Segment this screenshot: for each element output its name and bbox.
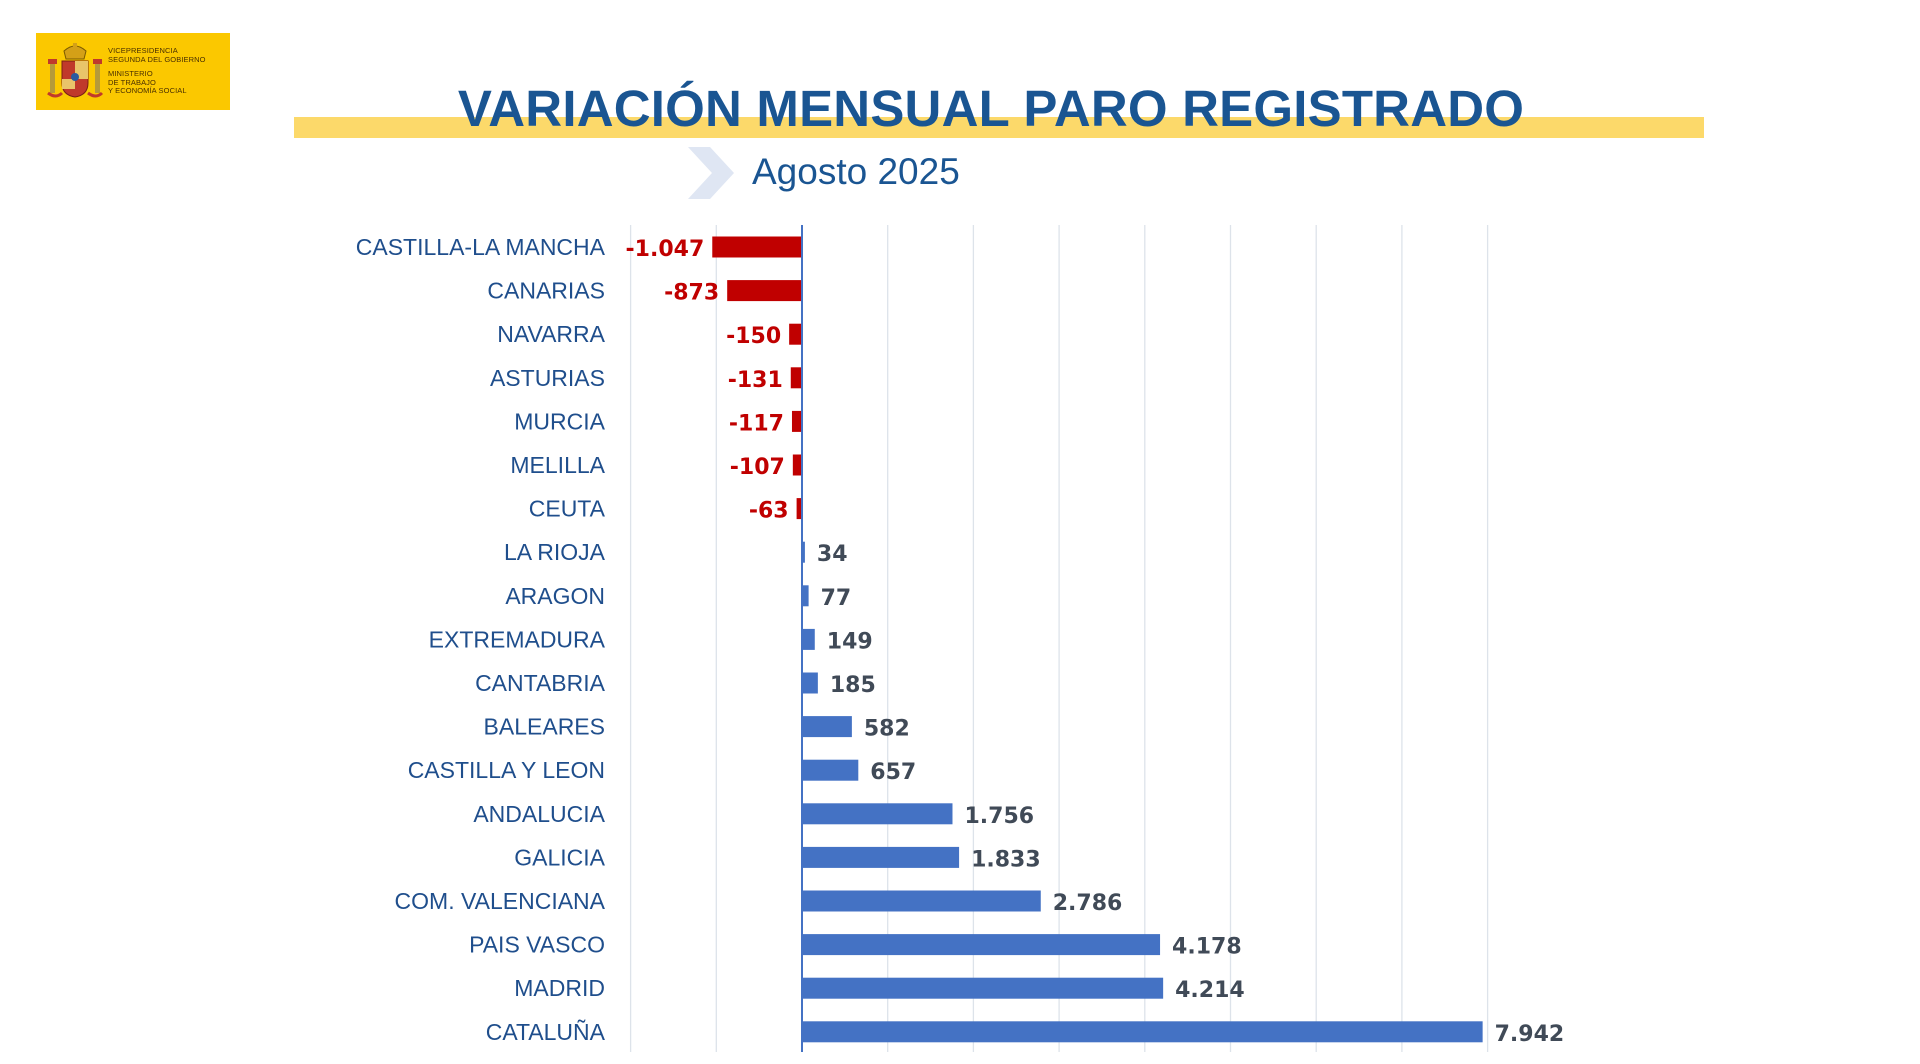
category-label: LA RIOJA bbox=[504, 539, 606, 565]
value-label: -150 bbox=[726, 324, 781, 349]
value-label: -107 bbox=[730, 455, 785, 480]
category-label: GALICIA bbox=[514, 844, 605, 870]
bar-cantabria bbox=[802, 672, 818, 694]
value-label: 657 bbox=[870, 760, 916, 785]
value-label: 582 bbox=[864, 717, 910, 742]
logo-line-4: DE TRABAJO bbox=[108, 77, 156, 87]
category-label: ARAGON bbox=[505, 583, 605, 609]
value-label: 149 bbox=[827, 629, 873, 654]
chart-bars bbox=[712, 236, 1483, 1043]
category-label: CASTILLA Y LEON bbox=[408, 757, 605, 783]
logo-line-3: MINISTERIO bbox=[108, 69, 153, 79]
value-label: 4.178 bbox=[1172, 935, 1242, 960]
logo-text: VICEPRESIDENCIA SEGUNDA DEL GOBIERNO MIN… bbox=[108, 47, 206, 96]
value-label: 77 bbox=[821, 586, 852, 611]
category-label: CANARIAS bbox=[487, 278, 605, 304]
bar-navarra bbox=[789, 323, 802, 345]
bar-pais-vasco bbox=[802, 934, 1161, 956]
chart-gridlines bbox=[629, 225, 1489, 1052]
category-label: MURCIA bbox=[514, 408, 605, 434]
chart-value-labels: -1.047 -873 -150 -131 -117 -107 -63 34 77 149 185 5… bbox=[626, 237, 1565, 1047]
title-highlight-bar bbox=[294, 117, 1704, 138]
category-label: CASTILLA-LA MANCHA bbox=[356, 234, 606, 260]
value-label: 34 bbox=[817, 542, 848, 567]
bar-castilla-y-leon bbox=[802, 759, 859, 781]
value-label: 4.214 bbox=[1175, 978, 1245, 1003]
chart-category-labels: CASTILLA-LA MANCHA CANARIAS NAVARRA ASTURIA… bbox=[356, 234, 606, 1045]
value-label: 1.756 bbox=[964, 804, 1034, 829]
page-subtitle: Agosto 2025 bbox=[752, 151, 960, 192]
value-label: -1.047 bbox=[626, 237, 705, 262]
category-label: MADRID bbox=[514, 975, 605, 1001]
category-label: CATALUÑA bbox=[486, 1019, 606, 1045]
category-label: PAIS VASCO bbox=[469, 932, 605, 958]
value-label: -117 bbox=[729, 411, 784, 436]
category-label: ASTURIAS bbox=[490, 365, 605, 391]
category-label: BALEARES bbox=[484, 714, 605, 740]
bar-cataluña bbox=[802, 1021, 1483, 1043]
value-label: 1.833 bbox=[971, 847, 1041, 872]
value-label: 185 bbox=[830, 673, 876, 698]
category-label: CANTABRIA bbox=[475, 670, 606, 696]
bar-canarias bbox=[727, 280, 802, 302]
bar-la-rioja bbox=[802, 541, 805, 563]
page-title: VARIACIÓN MENSUAL PARO REGISTRADO bbox=[457, 80, 1525, 137]
bar-melilla bbox=[792, 454, 802, 476]
logo-line-2: SEGUNDA DEL GOBIERNO bbox=[108, 54, 206, 64]
bar-murcia bbox=[791, 410, 802, 432]
category-label: MELILLA bbox=[510, 452, 605, 478]
value-label: -63 bbox=[749, 499, 789, 524]
bar-castilla-la-mancha bbox=[712, 236, 802, 258]
value-label: -873 bbox=[664, 281, 719, 306]
bar-extremadura bbox=[802, 628, 815, 650]
bar-baleares bbox=[802, 716, 852, 738]
bar-com-valenciana bbox=[802, 890, 1041, 912]
ministry-logo: VICEPRESIDENCIA SEGUNDA DEL GOBIERNO MIN… bbox=[36, 33, 230, 110]
bar-asturias bbox=[790, 367, 802, 389]
bar-galicia bbox=[802, 846, 960, 868]
logo-line-5: Y ECONOMÍA SOCIAL bbox=[108, 86, 187, 96]
chevron-right-icon bbox=[688, 147, 734, 199]
category-label: COM. VALENCIANA bbox=[395, 888, 606, 914]
bar-aragon bbox=[802, 585, 809, 607]
category-label: CEUTA bbox=[529, 496, 606, 522]
value-label: 2.786 bbox=[1053, 891, 1123, 916]
category-label: NAVARRA bbox=[497, 321, 605, 347]
bar-ceuta bbox=[796, 498, 802, 520]
value-label: -131 bbox=[728, 368, 783, 393]
coat-of-arms-icon bbox=[47, 43, 104, 98]
category-label: ANDALUCIA bbox=[473, 801, 605, 827]
logo-line-1: VICEPRESIDENCIA bbox=[108, 46, 178, 56]
value-label: 7.942 bbox=[1495, 1022, 1565, 1047]
bar-madrid bbox=[802, 977, 1164, 999]
bar-andalucia bbox=[802, 803, 953, 825]
category-label: EXTREMADURA bbox=[429, 626, 606, 652]
